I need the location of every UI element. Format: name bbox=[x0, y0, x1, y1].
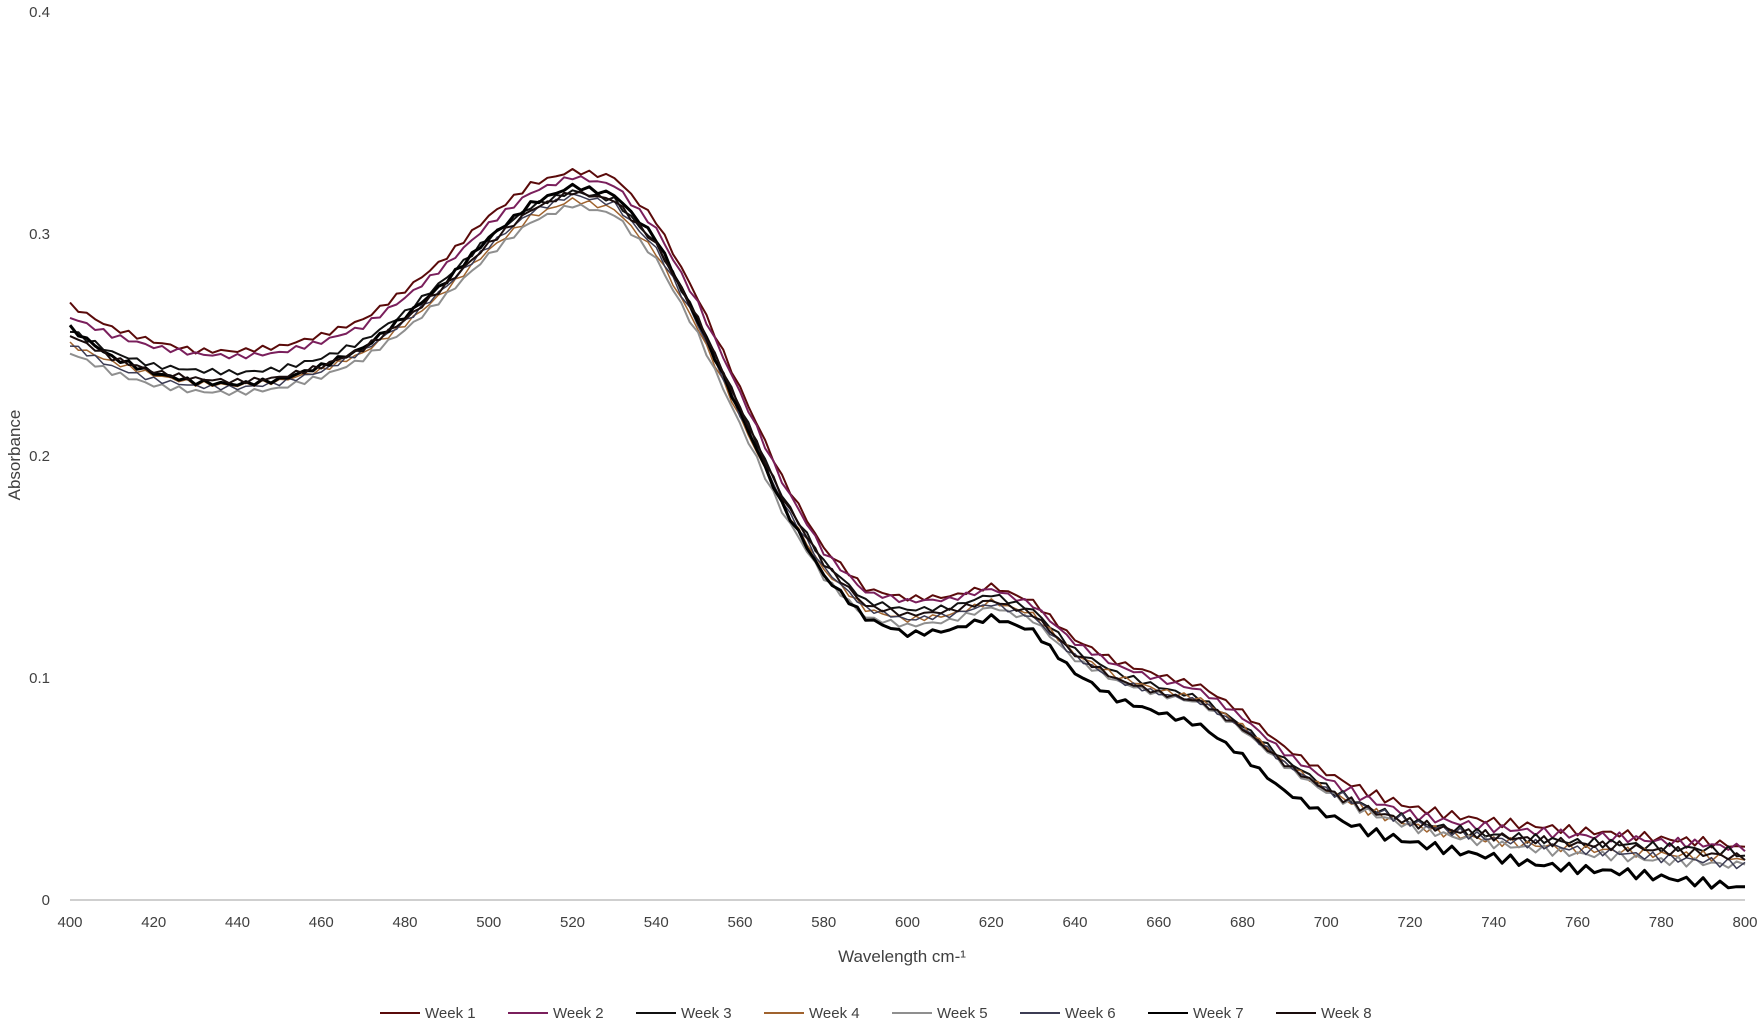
x-tick-label: 640 bbox=[1062, 914, 1087, 931]
x-tick-label: 460 bbox=[309, 914, 334, 931]
x-tick-label: 680 bbox=[1230, 914, 1255, 931]
y-tick-label: 0.3 bbox=[29, 226, 50, 243]
x-tick-label: 560 bbox=[727, 914, 752, 931]
legend-label-week-5: Week 5 bbox=[937, 1005, 988, 1022]
series-line-week-6 bbox=[69, 193, 1746, 870]
x-tick-label: 500 bbox=[476, 914, 501, 931]
x-tick-label: 700 bbox=[1314, 914, 1339, 931]
y-tick-label: 0.4 bbox=[29, 4, 50, 21]
y-tick-labels: 0 0.1 0.2 0.3 0.4 bbox=[29, 4, 50, 909]
x-tick-label: 400 bbox=[57, 914, 82, 931]
x-tick-label: 420 bbox=[141, 914, 166, 931]
legend-label-week-4: Week 4 bbox=[809, 1005, 860, 1022]
x-tick-label: 620 bbox=[979, 914, 1004, 931]
series-line-week-2 bbox=[69, 175, 1746, 852]
x-tick-label: 760 bbox=[1565, 914, 1590, 931]
series-line-week-8 bbox=[69, 190, 1746, 861]
legend-label-week-3: Week 3 bbox=[681, 1005, 732, 1022]
y-tick-label: 0.1 bbox=[29, 670, 50, 687]
series-line-week-4 bbox=[69, 197, 1746, 862]
x-tick-label: 800 bbox=[1732, 914, 1757, 931]
x-axis-title: Wavelength cm-¹ bbox=[838, 947, 966, 966]
x-tick-label: 780 bbox=[1649, 914, 1674, 931]
legend-label-week-1: Week 1 bbox=[425, 1005, 476, 1022]
x-tick-label: 440 bbox=[225, 914, 250, 931]
x-tick-label: 520 bbox=[560, 914, 585, 931]
legend: Week 1 Week 2 Week 3 Week 4 Week 5 Week 6 Week… bbox=[380, 1005, 1372, 1022]
legend-label-week-8: Week 8 bbox=[1321, 1005, 1372, 1022]
legend-label-week-2: Week 2 bbox=[553, 1005, 604, 1022]
legend-label-week-7: Week 7 bbox=[1193, 1005, 1244, 1022]
y-axis-title: Absorbance bbox=[5, 410, 24, 501]
x-tick-label: 580 bbox=[811, 914, 836, 931]
x-tick-label: 540 bbox=[644, 914, 669, 931]
x-tick-labels: 400 420 440 460 480 500 520 540 560 580 600 620 640 6… bbox=[57, 914, 1757, 931]
x-tick-label: 660 bbox=[1146, 914, 1171, 931]
x-tick-label: 720 bbox=[1397, 914, 1422, 931]
series-line-week-7 bbox=[68, 182, 1745, 890]
series-line-week-3 bbox=[69, 189, 1746, 858]
y-tick-label: 0.2 bbox=[29, 448, 50, 465]
y-tick-label: 0 bbox=[42, 892, 50, 909]
series-layer bbox=[68, 168, 1746, 890]
x-tick-label: 480 bbox=[392, 914, 417, 931]
x-tick-label: 600 bbox=[895, 914, 920, 931]
series-line-week-5 bbox=[69, 203, 1746, 869]
legend-label-week-6: Week 6 bbox=[1065, 1005, 1116, 1022]
series-line-week-1 bbox=[69, 168, 1746, 849]
x-tick-label: 740 bbox=[1481, 914, 1506, 931]
